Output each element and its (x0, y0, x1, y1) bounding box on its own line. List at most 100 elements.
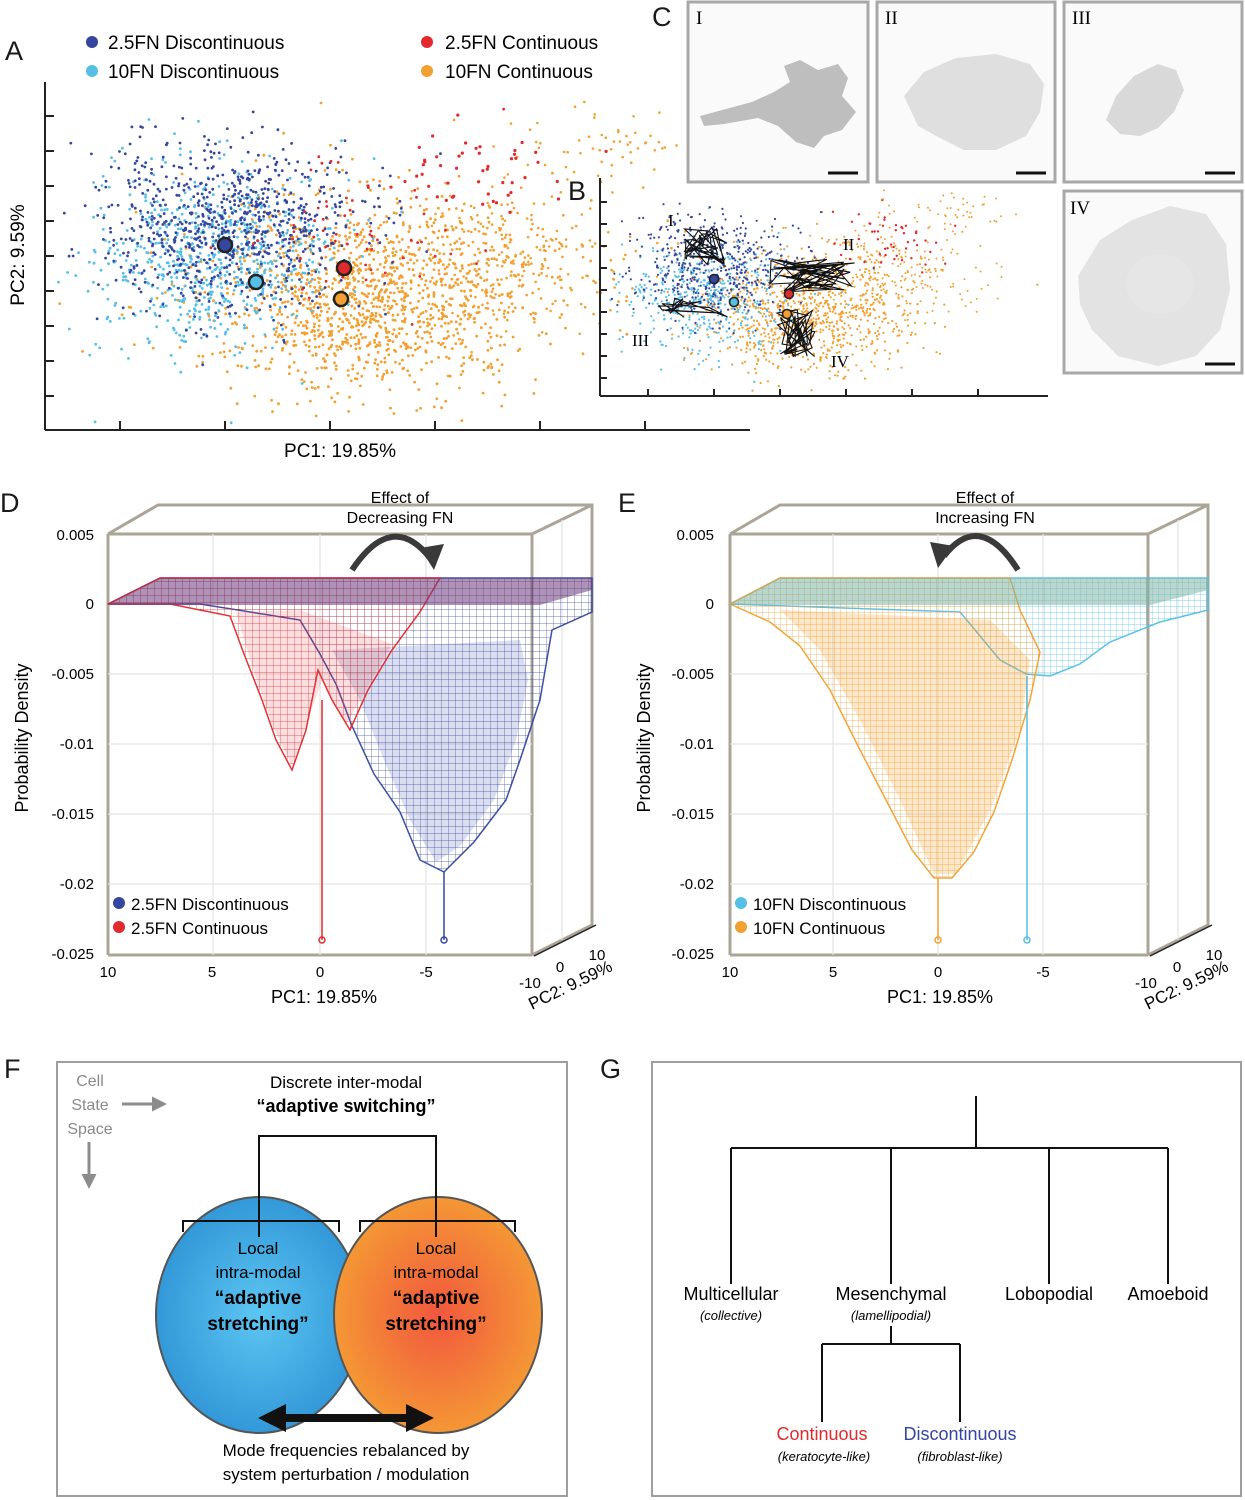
scatter-point (373, 361, 377, 365)
scatter-point (345, 201, 349, 205)
scatter-point (86, 289, 90, 293)
scatter-point (896, 334, 899, 337)
scatter-point (680, 296, 684, 299)
scatter-point (942, 259, 944, 262)
scatter-point (780, 257, 783, 260)
scatter-point (241, 248, 245, 251)
scatter-point (354, 324, 358, 328)
scatter-point (373, 287, 377, 291)
scatter-point (334, 368, 338, 371)
scatter-point (376, 296, 380, 300)
scatter-point (300, 331, 304, 335)
scatter-point (178, 153, 182, 157)
scatter-point (413, 254, 417, 257)
scatter-point (987, 284, 989, 287)
scatter-point (338, 194, 342, 198)
scatter-point (744, 324, 747, 327)
scatter-point (315, 316, 319, 320)
scatter-point (225, 270, 229, 274)
scatter-point (349, 314, 353, 317)
scatter-point (243, 323, 246, 327)
scatter-point (467, 312, 471, 316)
scatter-point (281, 348, 284, 352)
scatter-point (351, 292, 354, 296)
scatter-point (229, 421, 233, 425)
scatter-point (265, 200, 269, 204)
scatter-point (621, 335, 625, 338)
scatter-point (926, 241, 929, 244)
scatter-point (617, 300, 620, 303)
scatter-point (766, 279, 769, 282)
scatter-point (446, 228, 449, 232)
scatter-point (496, 278, 499, 282)
scatter-point (257, 294, 260, 297)
scatter-point (293, 333, 297, 336)
scatter-point (961, 230, 964, 233)
scatter-point (458, 247, 462, 251)
scatter-point (246, 267, 249, 271)
scatter-point (966, 290, 969, 292)
scatter-b-points (609, 189, 1039, 392)
scatter-point (152, 251, 156, 255)
scatter-point (754, 280, 757, 283)
scatter-point (287, 269, 291, 273)
scatter-point (314, 270, 318, 274)
scatter-point (851, 316, 854, 319)
scatter-point (352, 261, 355, 264)
scatter-point (851, 249, 854, 252)
scatter-point (903, 312, 906, 315)
scatter-point (121, 306, 125, 310)
scatter-point (146, 223, 150, 227)
scatter-point (548, 245, 551, 248)
scatter-point (506, 246, 510, 250)
scatter-point (372, 298, 376, 301)
scatter-point (315, 228, 319, 232)
scatter-point (708, 287, 711, 290)
scatter-point (128, 237, 132, 240)
scatter-point (763, 331, 766, 334)
scatter-point (161, 158, 165, 162)
scatter-point (124, 238, 128, 241)
scatter-point (411, 354, 415, 357)
scatter-point (152, 231, 156, 235)
scatter-point (94, 342, 98, 346)
scatter-point (475, 269, 478, 273)
scatter-point (503, 309, 506, 313)
scatter-point (182, 298, 186, 302)
scatter-point (373, 338, 376, 342)
scatter-point (385, 237, 389, 241)
scatter-point (731, 363, 734, 366)
scatter-point (418, 325, 422, 329)
scatter-point (462, 356, 466, 359)
scatter-point (388, 339, 392, 342)
scatter-point (216, 212, 220, 215)
scatter-point (490, 212, 494, 215)
scatter-point (361, 336, 364, 340)
legend-a-marker-0 (86, 36, 98, 48)
scatter-point (764, 268, 767, 271)
scatter-point (843, 306, 847, 309)
scatter-point (435, 249, 439, 253)
scatter-point (318, 302, 321, 306)
scatter-point (262, 215, 265, 218)
scatter-point (298, 259, 301, 263)
scatter-point (702, 225, 705, 228)
scatter-point (292, 200, 296, 204)
scatter-point (752, 305, 756, 308)
scatter-point (847, 303, 850, 306)
scatter-point (172, 264, 175, 268)
scatter-point (427, 302, 431, 306)
scatter-point (729, 335, 732, 338)
scatter-point (398, 213, 402, 217)
scatter-point (500, 251, 504, 254)
scatter-point (351, 367, 355, 371)
scatter-point (479, 222, 483, 226)
scatter-point (227, 219, 231, 223)
scatter-point (299, 218, 303, 222)
scatter-point (776, 252, 779, 255)
scatter-point (246, 237, 250, 241)
scatter-point (455, 207, 458, 210)
scatter-point (361, 324, 365, 328)
scatter-point (182, 334, 186, 338)
scatter-point (536, 233, 539, 237)
